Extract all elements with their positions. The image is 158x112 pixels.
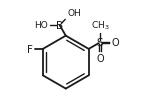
Text: B: B: [56, 21, 63, 31]
Text: F: F: [27, 44, 33, 54]
Text: HO: HO: [34, 21, 48, 30]
Text: S: S: [97, 38, 103, 48]
Text: O: O: [96, 54, 104, 64]
Text: CH$_3$: CH$_3$: [91, 19, 109, 31]
Text: O: O: [111, 38, 119, 48]
Text: OH: OH: [67, 9, 81, 18]
